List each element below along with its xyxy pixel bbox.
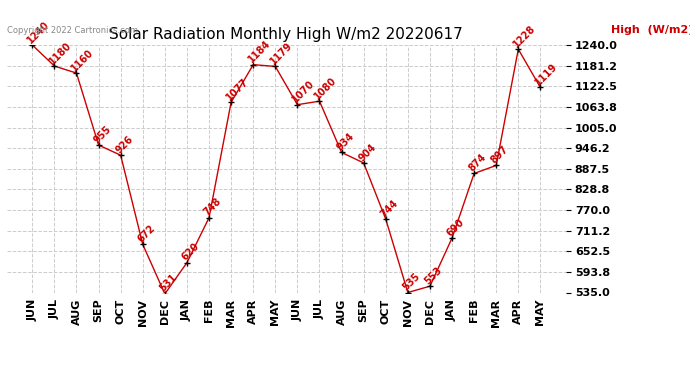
Text: 926: 926 [114, 134, 135, 155]
Text: 531: 531 [158, 273, 179, 294]
Text: 1179: 1179 [268, 40, 295, 66]
Text: 1080: 1080 [313, 75, 339, 101]
Text: 897: 897 [489, 144, 511, 165]
Text: 1228: 1228 [511, 23, 538, 49]
Text: 1077: 1077 [224, 76, 250, 102]
Text: 672: 672 [136, 223, 157, 245]
Text: 690: 690 [445, 217, 466, 238]
Text: 874: 874 [467, 152, 489, 174]
Text: 1119: 1119 [533, 62, 560, 87]
Text: 553: 553 [423, 265, 444, 286]
Text: 955: 955 [92, 124, 113, 145]
Text: 1160: 1160 [70, 47, 96, 73]
Text: 1180: 1180 [48, 40, 74, 66]
Text: 535: 535 [401, 271, 422, 292]
Title: Solar Radiation Monthly High W/m2 20220617: Solar Radiation Monthly High W/m2 202206… [110, 27, 463, 42]
Text: 904: 904 [357, 142, 378, 163]
Text: 620: 620 [180, 241, 201, 262]
Text: 1070: 1070 [290, 78, 317, 105]
Text: 744: 744 [379, 198, 400, 219]
Text: 1240: 1240 [26, 19, 51, 45]
Text: 748: 748 [202, 196, 224, 218]
Text: High  (W/m2): High (W/m2) [611, 25, 690, 35]
Text: 934: 934 [335, 131, 356, 152]
Text: 1184: 1184 [246, 38, 273, 64]
Text: Copyright 2022 Cartronics.com: Copyright 2022 Cartronics.com [7, 26, 138, 35]
